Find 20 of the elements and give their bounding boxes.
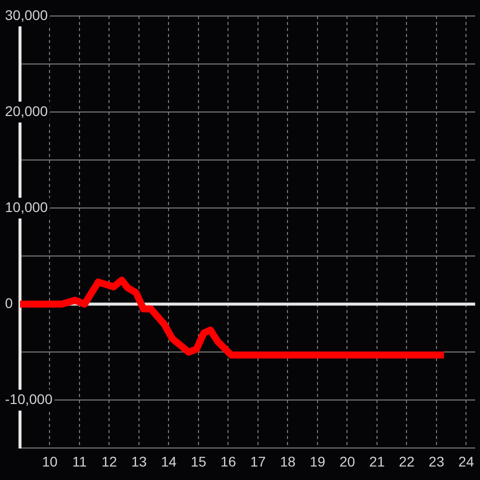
y-tick-label: -10,000 [5,391,53,408]
x-tick-label: 19 [310,453,326,470]
x-tick-label: 18 [280,453,296,470]
x-tick-label: 22 [398,453,415,470]
x-tick-label: 15 [190,453,206,470]
y-tick-label: 30,000 [5,6,48,23]
x-tick-label: 23 [428,453,444,470]
x-tick-label: 13 [131,453,147,470]
x-tick-label: 20 [339,453,356,470]
y-tick-label: 0 [5,294,13,311]
x-tick-label: 10 [42,453,58,470]
y-tick-label: 20,000 [5,102,48,119]
x-tick-label: 24 [458,453,474,470]
x-tick-label: 12 [101,453,118,470]
x-tick-label: 11 [72,453,87,470]
x-tick-label: 21 [369,453,385,470]
x-tick-label: 17 [250,453,266,470]
x-tick-label: 16 [220,453,236,470]
y-tick-label: 10,000 [5,198,48,215]
x-tick-label: 14 [160,453,177,470]
